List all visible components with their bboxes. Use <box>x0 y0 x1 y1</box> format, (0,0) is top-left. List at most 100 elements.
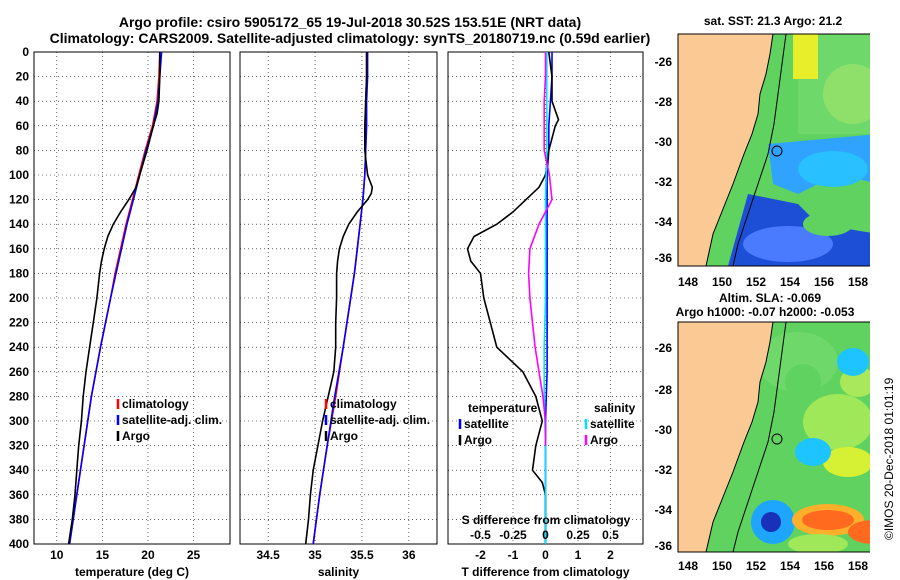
x-tick-label: -2 <box>475 548 486 562</box>
series-line <box>67 52 161 545</box>
temperature-panel: 10 15 20 25 temperature (deg C) <box>33 51 231 579</box>
series-line <box>312 52 368 545</box>
sla-ytick: -32 <box>655 463 673 477</box>
sst-xtick: 156 <box>814 275 834 289</box>
sst-xtick: 148 <box>678 275 698 289</box>
sla-land <box>678 322 773 552</box>
x-tick-label: 36 <box>402 548 416 562</box>
y-tick-label: 400 <box>9 537 29 551</box>
y-tick-label: 80 <box>16 143 30 157</box>
legend-label: satellite <box>590 417 635 431</box>
secondary-tick-label: -0.25 <box>499 528 527 542</box>
sst-ytick: -28 <box>655 95 673 109</box>
legend-label: Argo <box>122 429 150 443</box>
sla-map-title-line2: Argo h1000: -0.07 h2000: -0.053 <box>676 305 855 319</box>
sst-xtick: 152 <box>746 275 766 289</box>
y-tick-label: 280 <box>9 389 29 403</box>
sla-map-xticks: 148 150 152 154 156 158 <box>678 559 868 572</box>
sla-ytick: -30 <box>655 423 673 437</box>
salinity-panel: 34.5 35 35.5 36 salinity <box>239 51 438 579</box>
secondary-axis-label: S difference from climatology <box>462 513 631 527</box>
legend-heading: temperature <box>468 401 538 415</box>
x-tick-label: 20 <box>141 548 155 562</box>
x-tick-label: -1 <box>508 548 519 562</box>
sst-land <box>678 34 773 266</box>
sst-ytick: -34 <box>655 215 673 229</box>
y-tick-label: 320 <box>9 439 29 453</box>
y-tick-label: 360 <box>9 488 29 502</box>
sla-argo-marker <box>771 433 783 445</box>
secondary-tick-label: -0.5 <box>470 528 491 542</box>
legend-label: climatology <box>330 397 397 411</box>
series-line <box>466 51 560 544</box>
sst-map: sat. SST: 21.3 Argo: 21.2 -26 -28 -30 -3… <box>655 14 870 289</box>
difference-panel: -2 -1 0 1 2 T difference from climatology <box>447 51 644 579</box>
x-axis-label: temperature (deg C) <box>75 565 189 579</box>
y-tick-label: 120 <box>9 193 29 207</box>
sla-xtick: 150 <box>712 559 732 572</box>
y-tick-label: 340 <box>9 463 29 477</box>
legend-label: Argo <box>330 429 358 443</box>
x-tick-label: 34.5 <box>256 548 280 562</box>
sla-low-patch <box>837 348 869 376</box>
y-tick-label: 260 <box>9 365 29 379</box>
y-tick-label: 140 <box>9 217 29 231</box>
x-tick-label: 35.5 <box>350 548 374 562</box>
legend-label: climatology <box>122 397 189 411</box>
secondary-tick-label: 0.5 <box>602 528 619 542</box>
sst-warm-patch <box>793 34 818 79</box>
y-tick-label: 20 <box>16 70 30 84</box>
sla-coastline <box>705 322 774 552</box>
sla-xtick: 148 <box>678 559 698 572</box>
series-line <box>527 52 553 446</box>
sst-ytick: -30 <box>655 135 673 149</box>
secondary-tick-label: 0 <box>542 528 549 542</box>
x-tick-label: 2 <box>607 548 614 562</box>
y-tick-label: 220 <box>9 316 29 330</box>
series-line <box>312 52 369 545</box>
sst-isobath <box>732 34 787 266</box>
x-tick-label: 35 <box>308 548 322 562</box>
y-tick-label: 380 <box>9 512 29 526</box>
legend-label: Argo <box>590 433 618 447</box>
secondary-tick-label: 0.25 <box>566 528 590 542</box>
sla-map-yticks: -26 -28 -30 -32 -34 -36 <box>655 341 673 553</box>
sla-map-frame <box>677 321 870 553</box>
legend-label: satellite-adj. clim. <box>122 413 222 427</box>
sla-ytick: -36 <box>655 539 673 553</box>
sst-ytick: -36 <box>655 251 673 265</box>
sst-coastline <box>705 34 774 266</box>
series-line <box>304 52 374 545</box>
y-tick-label: 60 <box>16 119 30 133</box>
sla-ytick: -28 <box>655 383 673 397</box>
x-tick-label: 15 <box>96 548 110 562</box>
series-line <box>68 51 163 545</box>
x-tick-label: 10 <box>50 548 64 562</box>
sst-xtick: 150 <box>712 275 732 289</box>
sla-ytick: -26 <box>655 341 673 355</box>
sla-xtick: 154 <box>780 559 800 572</box>
x-tick-label: 25 <box>187 548 201 562</box>
legend-heading: salinity <box>594 401 636 415</box>
sst-map-xticks: 148 150 152 154 156 158 <box>678 275 868 289</box>
sla-isobath <box>732 322 787 552</box>
sst-xtick: 154 <box>780 275 800 289</box>
y-tick-label: 160 <box>9 242 29 256</box>
y-tick-label: 40 <box>16 94 30 108</box>
sla-xtick: 158 <box>848 559 868 572</box>
figure-title-line1: Argo profile: csiro 5905172_65 19-Jul-20… <box>118 14 582 30</box>
figure-title-line2: Climatology: CARS2009. Satellite-adjuste… <box>49 30 651 46</box>
y-tick-label: 0 <box>22 45 29 59</box>
series-line <box>543 52 548 544</box>
legend-label: satellite-adj. clim. <box>330 413 430 427</box>
sla-xtick: 152 <box>746 559 766 572</box>
sst-map-frame <box>677 33 870 267</box>
sla-map: Altim. SLA: -0.069 Argo h1000: -0.07 h20… <box>655 292 870 572</box>
y-tick-label: 240 <box>9 340 29 354</box>
y-tick-label: 200 <box>9 291 29 305</box>
x-tick-label: 1 <box>575 548 582 562</box>
y-tick-label: 300 <box>9 414 29 428</box>
sst-ytick: -32 <box>655 175 673 189</box>
